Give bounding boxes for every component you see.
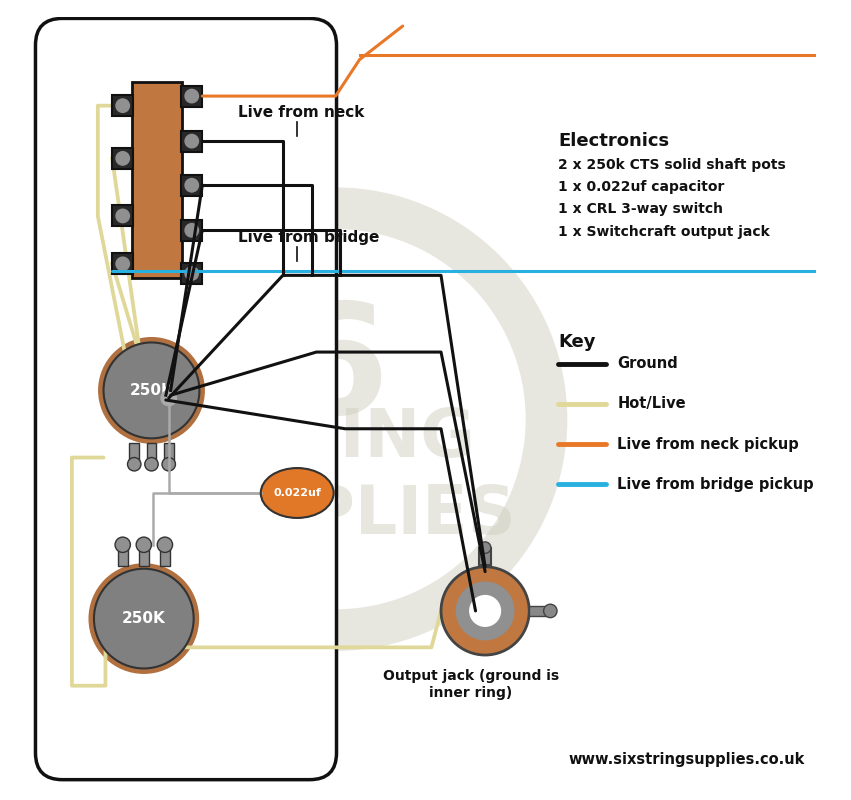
Circle shape <box>441 567 529 655</box>
Bar <box>181 86 203 106</box>
Text: Hot/Live: Hot/Live <box>618 396 686 411</box>
Circle shape <box>145 458 158 471</box>
Bar <box>139 545 149 566</box>
Bar <box>529 606 551 616</box>
Bar <box>112 95 134 116</box>
Bar <box>132 82 182 278</box>
Bar <box>112 206 134 226</box>
Circle shape <box>185 223 198 237</box>
Circle shape <box>116 257 129 270</box>
Text: STRING
SUPPLIES: STRING SUPPLIES <box>155 406 516 548</box>
Text: 1 x CRL 3-way switch: 1 x CRL 3-way switch <box>558 202 723 217</box>
Circle shape <box>185 178 198 192</box>
Circle shape <box>185 266 198 280</box>
Text: Live from neck: Live from neck <box>237 105 364 120</box>
Bar <box>160 545 169 566</box>
Text: Live from bridge: Live from bridge <box>237 230 380 245</box>
Text: Key: Key <box>558 333 596 351</box>
Circle shape <box>116 210 129 222</box>
Text: Live from neck pickup: Live from neck pickup <box>618 437 799 452</box>
Text: Ground: Ground <box>618 356 678 371</box>
Text: www.sixstringsupplies.co.uk: www.sixstringsupplies.co.uk <box>569 752 805 767</box>
Circle shape <box>128 458 141 471</box>
Bar <box>181 130 203 152</box>
Circle shape <box>544 604 557 618</box>
Circle shape <box>161 390 176 406</box>
Text: Output jack (ground is
inner ring): Output jack (ground is inner ring) <box>383 670 559 700</box>
Circle shape <box>157 537 173 553</box>
Circle shape <box>470 595 500 626</box>
Circle shape <box>94 569 194 669</box>
Bar <box>146 443 157 462</box>
Text: Live from bridge pickup: Live from bridge pickup <box>618 477 814 492</box>
Text: 0.022uf: 0.022uf <box>273 488 321 498</box>
Circle shape <box>185 134 198 148</box>
Text: 1 x Switchcraft output jack: 1 x Switchcraft output jack <box>558 225 770 238</box>
Circle shape <box>89 564 198 674</box>
Circle shape <box>99 338 204 443</box>
Bar <box>112 148 134 169</box>
Text: 1 x 0.022uf capacitor: 1 x 0.022uf capacitor <box>558 181 724 194</box>
Circle shape <box>162 458 175 471</box>
Text: Electronics: Electronics <box>558 131 669 150</box>
Text: 250K: 250K <box>122 611 166 626</box>
Text: 250K: 250K <box>129 383 174 398</box>
Bar <box>129 443 139 462</box>
Bar <box>118 545 128 566</box>
Circle shape <box>116 99 129 112</box>
Bar <box>479 548 491 565</box>
Bar <box>112 254 134 274</box>
Circle shape <box>185 90 198 102</box>
Text: 6: 6 <box>283 297 389 446</box>
Circle shape <box>104 342 199 438</box>
Ellipse shape <box>260 468 334 518</box>
Circle shape <box>456 582 514 640</box>
Circle shape <box>136 537 151 553</box>
Text: 2 x 250k CTS solid shaft pots: 2 x 250k CTS solid shaft pots <box>558 158 785 172</box>
Bar <box>181 263 203 284</box>
Circle shape <box>479 542 491 554</box>
Bar <box>181 174 203 196</box>
FancyBboxPatch shape <box>36 18 336 780</box>
Circle shape <box>116 152 129 165</box>
Circle shape <box>115 537 130 553</box>
Bar <box>181 220 203 241</box>
Bar <box>164 443 174 462</box>
